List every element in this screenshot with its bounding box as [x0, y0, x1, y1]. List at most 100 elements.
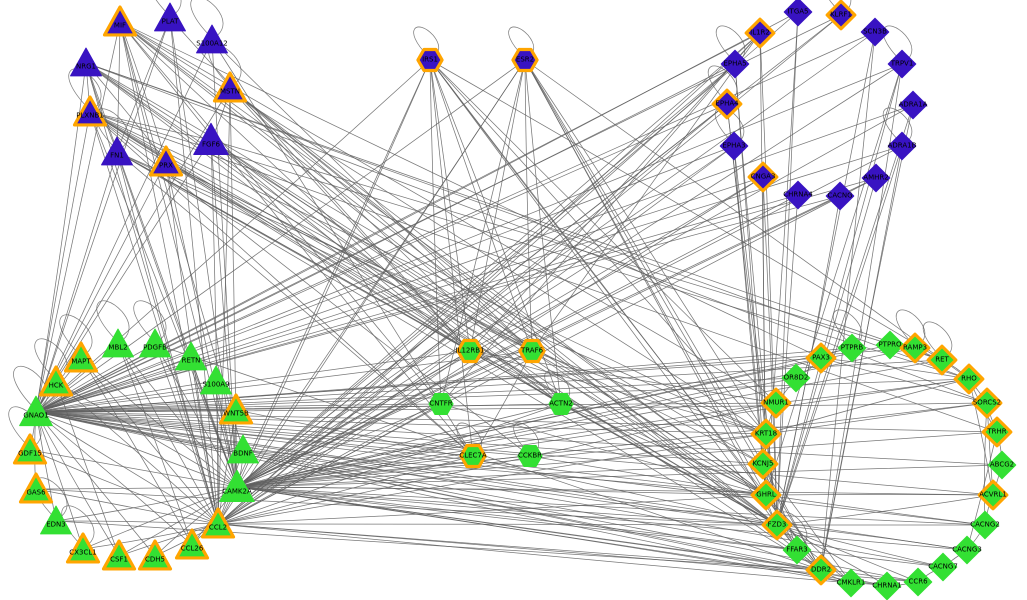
graph-node-esr2[interactable]: ESR2 — [511, 47, 539, 73]
diamond-glyph — [899, 332, 931, 364]
graph-node-nrg1[interactable]: NRG1 — [69, 46, 103, 80]
triangle-glyph — [175, 341, 207, 371]
graph-node-fn1[interactable]: FN1 — [100, 135, 134, 169]
diamond-glyph — [744, 17, 776, 49]
graph-node-adra1b[interactable]: ADRA1B — [887, 131, 917, 161]
graph-node-traf6[interactable]: TRAF6 — [518, 338, 546, 364]
graph-node-adra1a[interactable]: ADRA1A — [898, 90, 928, 120]
diamond-glyph — [805, 554, 837, 586]
graph-node-camk2a[interactable]: CAMK2A — [218, 468, 256, 506]
graph-node-abcg2[interactable]: ABCG2 — [987, 450, 1017, 480]
graph-node-gnao1[interactable]: GNAO1 — [18, 394, 54, 430]
graph-node-irs1[interactable]: IRS1 — [416, 47, 444, 73]
graph-node-plat[interactable]: PLAT — [153, 1, 187, 35]
graph-node-actn2[interactable]: ACTN2 — [548, 391, 574, 417]
graph-node-wnt5b[interactable]: WNT5B — [218, 393, 254, 427]
diamond-glyph — [953, 363, 985, 395]
graph-node-scn3b[interactable]: SCN3B — [860, 17, 890, 47]
graph-node-cckbr[interactable]: CCKBR — [517, 443, 543, 469]
triangle-glyph — [193, 122, 229, 155]
triangle-glyph — [19, 395, 53, 427]
triangle-glyph — [40, 505, 72, 535]
graph-node-mbl2[interactable]: MBL2 — [101, 327, 135, 361]
triangle-glyph — [219, 469, 255, 502]
graph-node-kcnj5[interactable]: KCNJ5 — [747, 448, 779, 480]
diamond-glyph — [952, 535, 982, 565]
graph-node-amhr2[interactable]: AMHR2 — [861, 163, 891, 193]
graph-node-s100a12[interactable]: S100A12 — [195, 23, 229, 57]
graph-node-cmklr1[interactable]: CMKLR1 — [836, 568, 866, 598]
diamond-glyph — [760, 387, 792, 419]
diamond-glyph — [747, 161, 779, 193]
triangle-glyph — [101, 136, 133, 166]
graph-node-cx3cl1[interactable]: CX3CL1 — [65, 532, 101, 566]
graph-node-epha3[interactable]: EPHA3 — [719, 131, 749, 161]
graph-node-il12rb1[interactable]: IL12RB1 — [456, 338, 485, 364]
graph-node-bdnf[interactable]: BDNF — [226, 433, 260, 467]
diamond-glyph — [887, 131, 917, 161]
hexagon-glyph — [428, 393, 454, 415]
graph-node-clec7a[interactable]: CLEC7A — [459, 443, 487, 469]
graph-node-epha5[interactable]: EPHA5 — [720, 49, 750, 79]
graph-node-il1r2[interactable]: IL1R2 — [744, 17, 776, 49]
diamond-glyph — [719, 131, 749, 161]
graph-node-trhr[interactable]: TRHR — [981, 416, 1013, 448]
graph-node-ccr6[interactable]: CCR6 — [903, 567, 933, 597]
triangle-glyph — [72, 95, 108, 127]
triangle-glyph — [137, 539, 173, 571]
graph-node-chrna4[interactable]: CHRNA4 — [783, 180, 813, 210]
diamond-glyph — [825, 181, 855, 211]
graph-node-cnga3[interactable]: CNGA3 — [747, 161, 779, 193]
graph-node-fgf6[interactable]: FGF6 — [192, 121, 230, 159]
graph-node-gdf15[interactable]: GDF15 — [12, 433, 48, 467]
triangle-glyph — [38, 365, 74, 397]
triangle-glyph — [70, 47, 102, 77]
graph-node-cdh5[interactable]: CDH5 — [137, 539, 173, 573]
graph-node-ptprb[interactable]: PTPRB — [837, 333, 867, 363]
triangle-glyph — [154, 2, 186, 32]
graph-node-klrf1[interactable]: KLRF1 — [825, 0, 857, 31]
graph-node-mif[interactable]: MIF — [102, 5, 138, 39]
triangle-glyph — [227, 434, 259, 464]
graph-node-cntfr[interactable]: CNTFR — [428, 391, 454, 417]
hexagon-glyph — [518, 338, 546, 364]
graph-node-cacng[interactable]: CACNG — [825, 181, 855, 211]
graph-node-epha4[interactable]: EPHA4 — [711, 88, 743, 120]
triangle-glyph — [174, 528, 210, 560]
hexagon-glyph — [517, 445, 543, 467]
graph-node-ddr2[interactable]: DDR2 — [805, 554, 837, 586]
diamond-glyph — [981, 416, 1013, 448]
graph-node-gas6[interactable]: GAS6 — [18, 472, 54, 506]
graph-node-chrna1[interactable]: CHRNA1 — [872, 571, 902, 600]
graph-node-sorcs2[interactable]: SORCS2 — [971, 387, 1003, 419]
graph-node-prx[interactable]: PRX — [148, 145, 184, 179]
graph-node-acvrl1[interactable]: ACVRL1 — [977, 479, 1009, 511]
graph-node-trpv1[interactable]: TRPV1 — [887, 49, 917, 79]
graph-node-krt18[interactable]: KRT18 — [750, 418, 782, 450]
graph-node-itga5[interactable]: ITGA5 — [783, 0, 813, 27]
diamond-glyph — [805, 342, 837, 374]
triangle-glyph — [218, 393, 254, 425]
diamond-glyph — [711, 88, 743, 120]
hexagon-glyph — [416, 47, 444, 73]
graph-node-nmur1[interactable]: NMUR1 — [760, 387, 792, 419]
graph-node-ccl26[interactable]: CCL26 — [174, 528, 210, 562]
diamond-glyph — [782, 535, 812, 565]
diamond-glyph — [783, 0, 813, 27]
diamond-glyph — [860, 17, 890, 47]
triangle-glyph — [200, 365, 232, 395]
hexagon-glyph — [459, 443, 487, 469]
graph-node-mstn[interactable]: MSTN — [212, 71, 248, 105]
graph-node-plxnb1[interactable]: PLXNB1 — [72, 95, 108, 129]
graph-node-ghrl[interactable]: GHRL — [750, 479, 782, 511]
graph-node-csf1[interactable]: CSF1 — [101, 539, 137, 573]
graph-node-ramp3[interactable]: RAMP3 — [899, 332, 931, 364]
graph-node-pdgfb[interactable]: PDGFB — [138, 327, 172, 361]
triangle-glyph — [212, 71, 248, 103]
hexagon-glyph — [456, 338, 484, 364]
graph-node-ret[interactable]: RET — [926, 344, 958, 376]
triangle-glyph — [200, 507, 236, 539]
hexagon-glyph — [548, 393, 574, 415]
